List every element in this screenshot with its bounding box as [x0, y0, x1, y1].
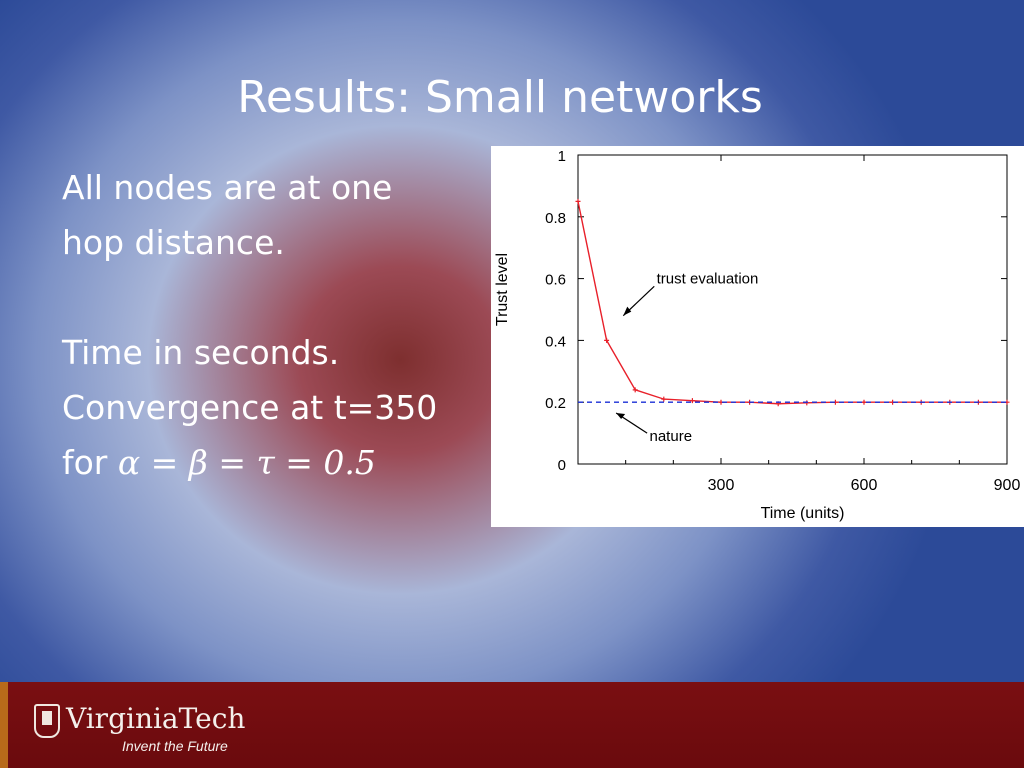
- y-tick-label: 0: [558, 457, 566, 474]
- x-tick-label: 900: [994, 477, 1021, 494]
- y-tick-label: 0.4: [545, 333, 566, 350]
- x-axis-label: Time (units): [761, 505, 845, 522]
- params-prefix: for: [62, 443, 118, 482]
- footer-bar: VirginiaTech Invent the Future: [0, 682, 1024, 768]
- series-point-0: [689, 398, 695, 404]
- y-tick-label: 0.8: [545, 210, 566, 227]
- slide-title: Results: Small networks: [237, 72, 763, 123]
- body-line-convergence: Convergence at t=350: [62, 388, 438, 427]
- body-line-time: Time in seconds.: [62, 333, 340, 372]
- annotation-trust-evaluation: trust evaluation: [657, 271, 759, 288]
- series-point-0: [575, 198, 581, 204]
- series-line-0: [577, 201, 1007, 405]
- y-axis-label: Trust level: [494, 253, 511, 326]
- params-equation: α = β = τ = 0.5: [117, 443, 376, 482]
- trust-chart: 0 0.2 0.4 0.6 0.8 1 300 600 900 Time (units) Trust…: [491, 146, 1024, 527]
- logo-tagline: Invent the Future: [122, 738, 228, 754]
- logo-wordmark: VirginiaTech: [66, 702, 246, 735]
- plot-frame: [577, 154, 1008, 465]
- annotation-nature: nature: [650, 428, 693, 445]
- body-line-hop: hop distance.: [62, 223, 285, 262]
- x-tick-label: 300: [708, 477, 735, 494]
- y-tick-label: 0.6: [545, 272, 566, 289]
- x-tick-label: 600: [851, 477, 878, 494]
- series-point-0: [861, 399, 867, 405]
- annotation-arrowhead-trust: [623, 306, 632, 316]
- annotation-arrowhead-nature: [616, 413, 626, 420]
- slide-body-text: All nodes are at one hop distance. Time …: [62, 160, 492, 490]
- y-tick-label: 0.2: [545, 395, 566, 412]
- series-point-0: [604, 337, 610, 343]
- series-point-0: [632, 387, 638, 393]
- body-spacer: [62, 270, 492, 325]
- trust-chart-svg: 0 0.2 0.4 0.6 0.8 1 300 600 900 Time (units) Trust…: [494, 148, 1021, 522]
- body-line-params: for α = β = τ = 0.5: [62, 435, 492, 490]
- footer-accent-stripe: [0, 682, 8, 768]
- series-point-0: [661, 396, 667, 402]
- body-line-nodes: All nodes are at one: [62, 168, 393, 207]
- y-tick-label: 1: [558, 148, 566, 165]
- seal-icon: [34, 704, 60, 738]
